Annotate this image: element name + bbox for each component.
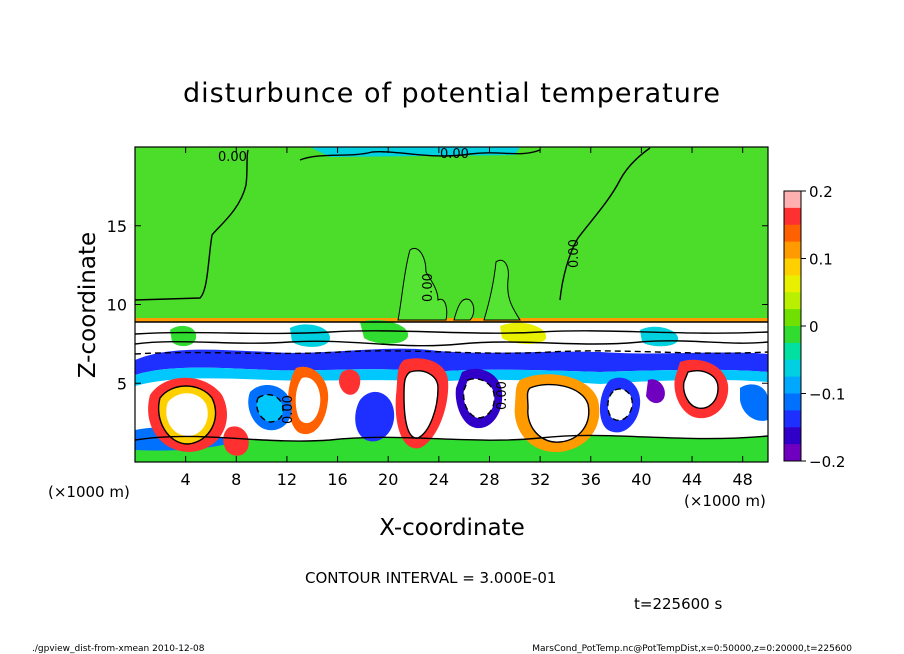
colorbar-band bbox=[784, 224, 801, 243]
colorbar-band bbox=[784, 241, 801, 259]
x-tick-label: 24 bbox=[429, 470, 449, 489]
colorbar-tick-label: −0.2 bbox=[809, 453, 845, 471]
warm-cell bbox=[404, 370, 438, 439]
x-tick-label: 32 bbox=[530, 470, 550, 489]
y-tick-label: 10 bbox=[107, 296, 127, 315]
plume bbox=[453, 298, 475, 321]
contour-lines bbox=[135, 147, 768, 445]
x-tick-label: 4 bbox=[181, 470, 191, 489]
contour-label: 0.00 bbox=[440, 147, 469, 162]
colorbar-band bbox=[784, 376, 801, 394]
contour-line bbox=[682, 370, 719, 409]
contour-interval-text: CONTOUR INTERVAL = 3.000E-01 bbox=[305, 569, 556, 587]
cool-cell bbox=[463, 378, 495, 418]
colorbar-band bbox=[784, 292, 801, 310]
contour-line bbox=[158, 385, 217, 445]
x-axis-label: X-coordinate bbox=[379, 515, 525, 541]
contour-line bbox=[607, 388, 633, 422]
eddy bbox=[170, 325, 197, 347]
colorbar-band bbox=[784, 427, 801, 445]
contour-line bbox=[256, 393, 284, 423]
contour-line bbox=[526, 383, 590, 443]
colorbar-band bbox=[784, 275, 801, 293]
eddy bbox=[360, 319, 409, 344]
colorbar-band bbox=[784, 309, 801, 327]
contour-label: 0.00 bbox=[567, 239, 582, 268]
x-tick-label: 44 bbox=[682, 470, 702, 489]
x-tick-label: 36 bbox=[581, 470, 601, 489]
field-upper-region bbox=[135, 147, 768, 322]
x-tick-label: 8 bbox=[231, 470, 241, 489]
contour-line bbox=[135, 434, 768, 442]
x-axis-unit-right: (×1000 m) bbox=[684, 492, 766, 510]
colorbar-band bbox=[784, 207, 801, 226]
colorbar-band bbox=[784, 359, 801, 378]
field-band-blue bbox=[135, 348, 768, 375]
contour-label: 0.00 bbox=[281, 395, 296, 424]
warm-cell bbox=[683, 370, 718, 409]
colorbar-band bbox=[784, 393, 801, 411]
colorbar-tick-label: 0.2 bbox=[809, 183, 833, 201]
cool-cell bbox=[740, 384, 768, 421]
colorbar-tick-label: 0 bbox=[809, 318, 819, 336]
colorbar-tick-label: 0.1 bbox=[809, 251, 833, 269]
contour-label: 0.00 bbox=[495, 381, 510, 410]
contour-line bbox=[462, 378, 495, 419]
eddy bbox=[135, 318, 768, 322]
upper-plumes bbox=[397, 248, 521, 321]
x-tick-label: 12 bbox=[277, 470, 297, 489]
field-cool-cells bbox=[248, 368, 768, 442]
time-text: t=225600 s bbox=[634, 595, 722, 613]
colorbar bbox=[784, 191, 801, 462]
colorbar-band bbox=[784, 191, 801, 209]
x-tick-label: 20 bbox=[378, 470, 398, 489]
y-tick-label: 5 bbox=[117, 374, 127, 393]
cool-cell bbox=[355, 391, 395, 442]
x-tick-label: 28 bbox=[479, 470, 499, 489]
y-axis-label: Z-coordinate bbox=[75, 232, 101, 378]
colorbar-band bbox=[784, 342, 801, 361]
contour-line bbox=[135, 149, 249, 301]
warm-cell bbox=[223, 426, 249, 456]
warm-cell bbox=[295, 377, 321, 424]
colorbar-band bbox=[784, 258, 801, 276]
colorbar-ticks: 0.2 0.1 0 −0.1 −0.2 bbox=[801, 183, 845, 471]
x-tick-label: 40 bbox=[631, 470, 651, 489]
plot-area: 0.00 0.00 0.00 0.00 0.00 0.00 bbox=[135, 147, 768, 462]
field-bottom-green bbox=[135, 435, 768, 462]
colorbar-band bbox=[784, 444, 801, 462]
plume bbox=[397, 248, 448, 321]
warm-cell bbox=[527, 384, 589, 443]
x-tick-label: 48 bbox=[733, 470, 753, 489]
contour-line bbox=[559, 147, 651, 301]
cool-cell bbox=[607, 388, 633, 421]
colorbar-band bbox=[784, 326, 801, 344]
x-axis-ticks: 4 8 12 16 20 24 28 32 36 40 44 48 bbox=[181, 147, 753, 489]
colorbar-tick-label: −0.1 bbox=[809, 386, 845, 404]
contour-label: 0.00 bbox=[218, 150, 247, 165]
contour-line bbox=[299, 149, 541, 161]
warm-cell bbox=[166, 393, 208, 436]
y-axis-ticks: 5 10 15 bbox=[107, 217, 768, 393]
contour-labels: 0.00 0.00 0.00 0.00 0.00 0.00 bbox=[218, 147, 582, 424]
warm-cell bbox=[339, 369, 361, 395]
cool-cell bbox=[646, 379, 665, 404]
chart-title: disturbunce of potential temperature bbox=[183, 78, 721, 109]
cool-cell bbox=[256, 394, 284, 422]
y-tick-label: 15 bbox=[107, 217, 127, 236]
footer-right: MarsCond_PotTemp.nc@PotTempDist,x=0:5000… bbox=[532, 644, 852, 654]
footer-left: ./gpview_dist-from-xmean 2010-12-08 bbox=[32, 644, 205, 654]
colorbar-band bbox=[784, 410, 801, 428]
contour-label: 0.00 bbox=[421, 273, 436, 302]
contour-line bbox=[135, 330, 768, 335]
contour-line bbox=[135, 340, 768, 347]
contour-line bbox=[135, 350, 768, 355]
x-axis-unit-left: (×1000 m) bbox=[48, 483, 130, 501]
x-tick-label: 16 bbox=[327, 470, 347, 489]
eddy bbox=[500, 322, 547, 344]
plume bbox=[483, 259, 521, 321]
